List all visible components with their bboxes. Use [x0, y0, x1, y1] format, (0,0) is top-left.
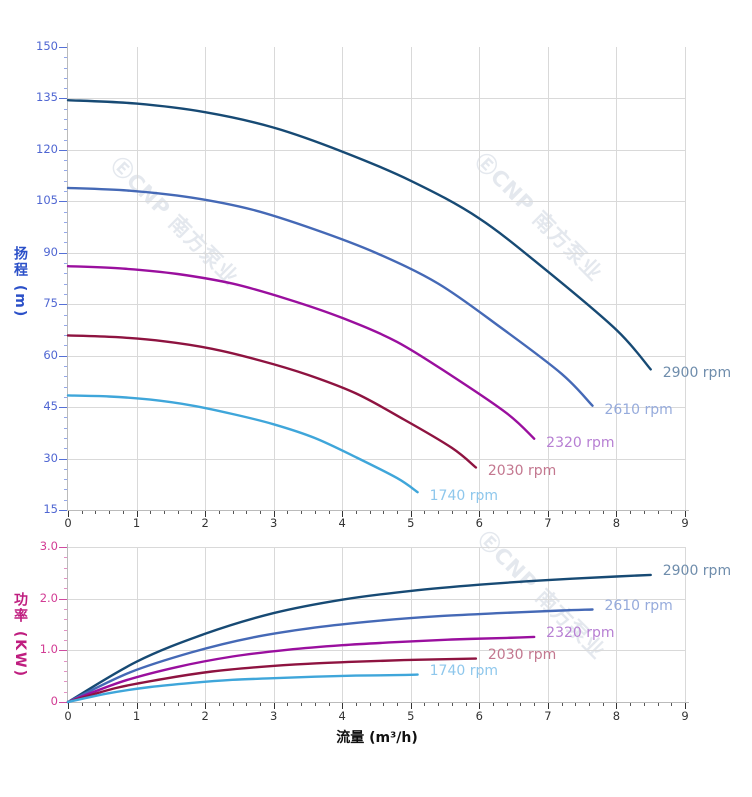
curve-2610-rpm-head [66, 186, 594, 407]
y-tick-label-head: 90 [43, 244, 58, 259]
watermark: ⒺCNP 南方泵业 [470, 148, 608, 286]
y-tick-label-head: 135 [36, 90, 58, 105]
x-tick-label-power: 2 [201, 709, 209, 723]
x-tick-label-head: 2 [201, 516, 209, 530]
x-tick-label-power: 8 [612, 709, 621, 723]
x-tick-label-power: 9 [681, 709, 689, 723]
y-tick-label-power: 2.0 [39, 590, 58, 605]
y-tick-label-head: 45 [43, 399, 58, 414]
y-tick-label-power: 0 [50, 694, 58, 708]
rpm-label-2900-rpm-head: 2900 rpm [662, 365, 732, 382]
curve-1740-rpm-head [66, 394, 419, 494]
curve-2320-rpm-head [66, 264, 536, 440]
rpm-label-2610-rpm-power: 2610 rpm [604, 597, 673, 614]
x-tick-label-head: 9 [681, 516, 689, 530]
rpm-label-1740-rpm-head: 1740 rpm [429, 488, 498, 505]
x-tick-label-head: 0 [64, 516, 72, 530]
x-tick-label-power: 3 [269, 709, 278, 723]
x-tick-label-power: 4 [338, 709, 346, 723]
y-tick-label-head: 150 [36, 39, 58, 53]
rpm-label-2320-rpm-power: 2320 rpm [546, 624, 615, 641]
x-tick-label-head: 3 [269, 516, 278, 530]
rpm-label-2900-rpm-power: 2900 rpm [662, 562, 732, 579]
x-tick-label-power: 6 [475, 709, 483, 723]
rpm-label-1740-rpm-power: 1740 rpm [429, 662, 498, 679]
x-tick-label-head: 7 [544, 516, 552, 530]
x-tick-label-power: 7 [544, 709, 552, 723]
rpm-label-2320-rpm-head: 2320 rpm [546, 434, 615, 451]
y-tick-label-power: 1.0 [39, 642, 58, 657]
y-tick-label-head: 30 [43, 450, 58, 465]
power-y-axis-title: 功率 (KW) [12, 592, 28, 678]
curve-2030-rpm-head [66, 334, 478, 469]
head-y-axis-title: 扬程 (m) [12, 246, 28, 319]
y-tick-label-head: 105 [36, 193, 58, 208]
x-tick-label-head: 8 [612, 516, 621, 530]
x-tick-label-head: 4 [338, 516, 346, 530]
watermark: ⒺCNP 南方泵业 [473, 526, 611, 664]
rpm-label-2610-rpm-head: 2610 rpm [604, 401, 673, 418]
x-tick-label-power: 5 [407, 709, 415, 723]
x-tick-label-power: 1 [132, 709, 141, 723]
y-tick-label-head: 60 [43, 347, 58, 362]
y-tick-label-head: 15 [43, 502, 58, 516]
x-tick-label-head: 1 [132, 516, 141, 530]
x-tick-label-head: 6 [475, 516, 483, 530]
watermark: ⒺCNP 南方泵业 [106, 152, 244, 290]
x-tick-label-power: 0 [64, 709, 72, 723]
y-tick-label-head: 120 [36, 141, 58, 156]
y-tick-label-head: 75 [43, 296, 58, 311]
rpm-label-2030-rpm-head: 2030 rpm [487, 463, 557, 480]
rpm-label-2030-rpm-power: 2030 rpm [487, 646, 557, 663]
y-tick-label-power: 3.0 [39, 539, 58, 553]
x-tick-label-head: 5 [407, 516, 415, 530]
curve-1740-rpm-power [66, 673, 419, 704]
curve-2030-rpm-power [66, 657, 478, 704]
x-axis-title: 流量 (m³/h) [336, 730, 418, 746]
